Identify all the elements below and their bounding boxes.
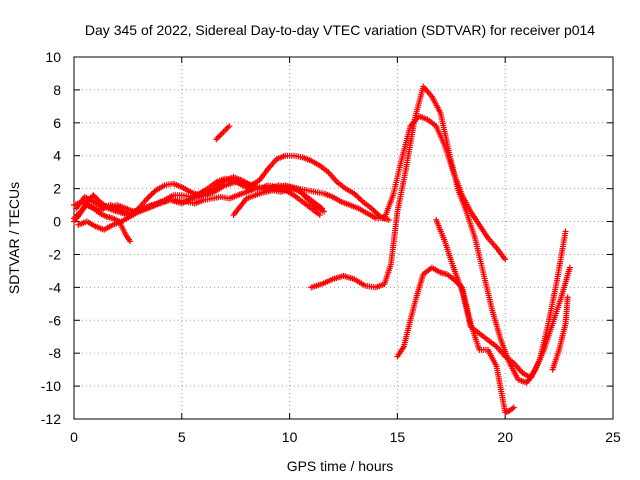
x-tick-label: 25 [605, 429, 621, 445]
plot-frame [73, 56, 614, 420]
x-tick-label: 20 [497, 429, 513, 445]
data-point [357, 196, 364, 203]
data-point [316, 211, 323, 218]
data-point [510, 404, 517, 411]
series-trace-10 [433, 216, 569, 381]
y-tick-label: 6 [53, 115, 61, 131]
data-point [385, 216, 392, 223]
x-axis-label: GPS time / hours [287, 458, 394, 474]
data-point [562, 228, 569, 235]
y-tick-label: 8 [53, 82, 61, 98]
data-point [566, 264, 573, 271]
data-point [220, 128, 227, 135]
series-trace-9 [394, 264, 517, 416]
data-point [223, 126, 230, 133]
data-point [564, 294, 571, 301]
y-tick-label: -6 [49, 312, 62, 328]
x-tick-label: 10 [282, 429, 298, 445]
y-tick-label: 4 [53, 148, 61, 164]
data-point [216, 133, 223, 140]
data-point [145, 194, 152, 201]
series-trace-3 [73, 152, 392, 223]
y-tick-label: 2 [53, 181, 61, 197]
chart-title: Day 345 of 2022, Sidereal Day-to-day VTE… [85, 22, 595, 38]
y-axis-label: SDTVAR / TECUs [6, 182, 22, 294]
data-point [148, 191, 155, 198]
data-point [354, 193, 361, 200]
x-tick-label: 0 [70, 429, 78, 445]
y-tick-label: -8 [49, 345, 62, 361]
data-point [226, 123, 233, 130]
y-tick-label: -2 [49, 246, 62, 262]
data-point [221, 127, 228, 134]
series-trace-7 [213, 123, 233, 143]
axis-ticks: 0 5 10 15 20 25 -12 -10 -8 -6 -4 -2 0 2 4 6 8 10 [41, 49, 621, 445]
data-point [127, 238, 134, 245]
y-tick-label: -12 [41, 411, 61, 427]
y-tick-label: -4 [49, 279, 62, 295]
data-point [214, 134, 221, 141]
y-tick-label: 0 [53, 214, 61, 230]
data-point [213, 136, 220, 143]
data-points [71, 83, 573, 416]
data-point [150, 190, 157, 197]
data-point [224, 124, 231, 131]
x-tick-label: 5 [178, 429, 186, 445]
data-point [217, 131, 224, 138]
series-trace-11 [549, 294, 571, 373]
data-point [219, 130, 226, 137]
series-trace-8 [308, 83, 573, 386]
y-tick-label: -10 [41, 378, 61, 394]
series-trace-6 [230, 182, 328, 218]
data-point [147, 192, 154, 199]
data-point [371, 208, 378, 215]
data-point [502, 256, 509, 263]
y-tick-label: 10 [45, 49, 61, 65]
grid [74, 57, 613, 419]
data-point [355, 194, 362, 201]
data-point [321, 208, 328, 215]
x-tick-label: 15 [390, 429, 406, 445]
